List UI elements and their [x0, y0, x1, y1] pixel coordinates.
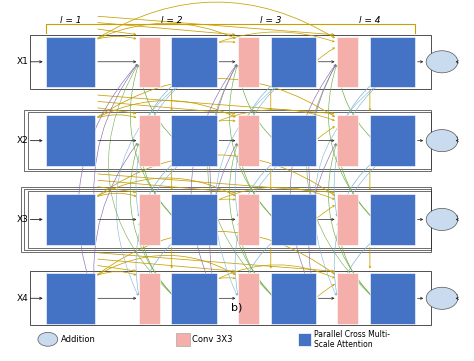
Text: l = 2: l = 2 — [161, 16, 182, 25]
Bar — [172, 273, 217, 323]
Bar — [370, 273, 415, 323]
Text: l = 4: l = 4 — [359, 16, 381, 25]
Circle shape — [426, 287, 458, 309]
Bar — [337, 116, 358, 166]
Bar — [271, 36, 316, 87]
Bar — [139, 116, 160, 166]
Bar — [298, 333, 311, 345]
Bar — [30, 35, 431, 88]
Text: X1: X1 — [448, 57, 460, 66]
Bar — [238, 36, 259, 87]
Bar — [24, 189, 431, 250]
Circle shape — [426, 130, 458, 152]
Bar — [238, 194, 259, 245]
Text: Conv 3X3: Conv 3X3 — [192, 335, 232, 344]
Text: b): b) — [231, 303, 243, 313]
Bar — [370, 36, 415, 87]
Bar — [30, 271, 431, 325]
Bar — [337, 36, 358, 87]
Bar — [238, 116, 259, 166]
Bar — [337, 273, 358, 323]
Bar — [139, 194, 160, 245]
Bar — [139, 273, 160, 323]
Bar — [139, 36, 160, 87]
Text: X4: X4 — [16, 294, 28, 303]
Text: l = 3: l = 3 — [260, 16, 282, 25]
Text: X1: X1 — [16, 57, 28, 66]
Text: X3: X3 — [448, 215, 460, 224]
Bar — [46, 36, 95, 87]
Text: X2: X2 — [16, 136, 28, 145]
Text: Addition: Addition — [61, 335, 96, 344]
Bar — [238, 273, 259, 323]
Text: X2: X2 — [448, 136, 460, 145]
Text: Parallel Cross Multi-
Scale Attention: Parallel Cross Multi- Scale Attention — [314, 330, 390, 349]
Text: X3: X3 — [16, 215, 28, 224]
Bar — [370, 116, 415, 166]
Bar — [27, 191, 431, 248]
Bar — [271, 273, 316, 323]
Bar — [21, 187, 431, 252]
Bar — [46, 273, 95, 323]
Text: l = 1: l = 1 — [60, 16, 81, 25]
Circle shape — [426, 208, 458, 231]
Bar — [27, 112, 431, 169]
Bar — [271, 116, 316, 166]
Bar — [172, 116, 217, 166]
Bar — [172, 194, 217, 245]
Bar — [46, 194, 95, 245]
Bar — [24, 110, 431, 171]
Bar — [46, 116, 95, 166]
Circle shape — [426, 51, 458, 73]
Bar — [172, 36, 217, 87]
Bar — [176, 333, 190, 345]
Bar — [370, 194, 415, 245]
Text: X4: X4 — [448, 294, 460, 303]
Bar — [337, 194, 358, 245]
Bar — [271, 194, 316, 245]
Circle shape — [38, 332, 58, 346]
